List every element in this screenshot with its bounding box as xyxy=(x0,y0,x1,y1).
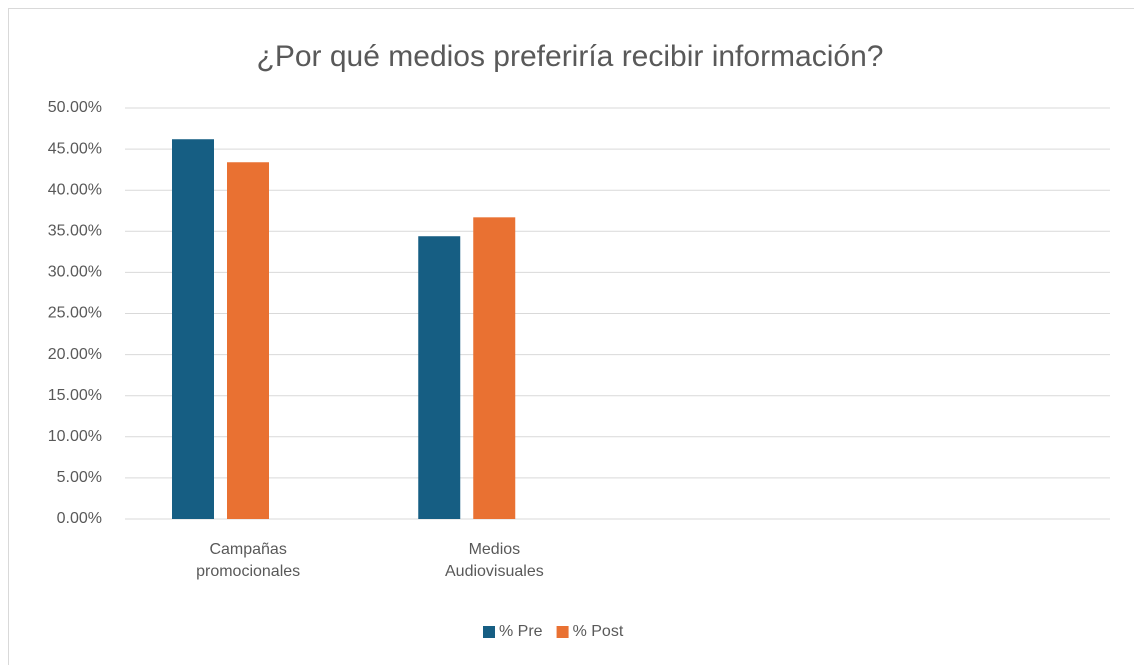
legend-label: % Post xyxy=(573,623,624,640)
y-tick-label: 5.00% xyxy=(57,469,102,486)
y-tick-label: 20.00% xyxy=(48,346,102,363)
bar xyxy=(473,217,516,520)
y-tick-label: 45.00% xyxy=(48,140,102,157)
legend-swatch xyxy=(483,626,495,638)
legend-label: % Pre xyxy=(499,623,543,640)
bar xyxy=(227,162,269,519)
x-tick-label: Campañas promocionales xyxy=(196,541,301,580)
y-tick-label: 10.00% xyxy=(48,428,102,445)
y-tick-label: 15.00% xyxy=(48,387,102,404)
y-tick-label: 40.00% xyxy=(48,181,102,198)
y-tick-label: 25.00% xyxy=(48,305,102,322)
x-tick-label-box: Campañas promocionales xyxy=(196,541,301,580)
y-tick-label: 35.00% xyxy=(48,223,102,240)
x-tick-label-box: Medios Audiovisuales xyxy=(445,541,544,580)
y-tick-label: 50.00% xyxy=(48,99,102,116)
bar xyxy=(172,139,214,519)
bar xyxy=(418,236,461,519)
legend-swatch xyxy=(556,626,569,638)
y-tick-label: 0.00% xyxy=(57,510,102,527)
x-tick-label: Medios Audiovisuales xyxy=(445,541,544,580)
y-tick-label: 30.00% xyxy=(48,264,102,281)
chart-title: ¿Por qué medios preferiría recibir infor… xyxy=(257,40,884,73)
